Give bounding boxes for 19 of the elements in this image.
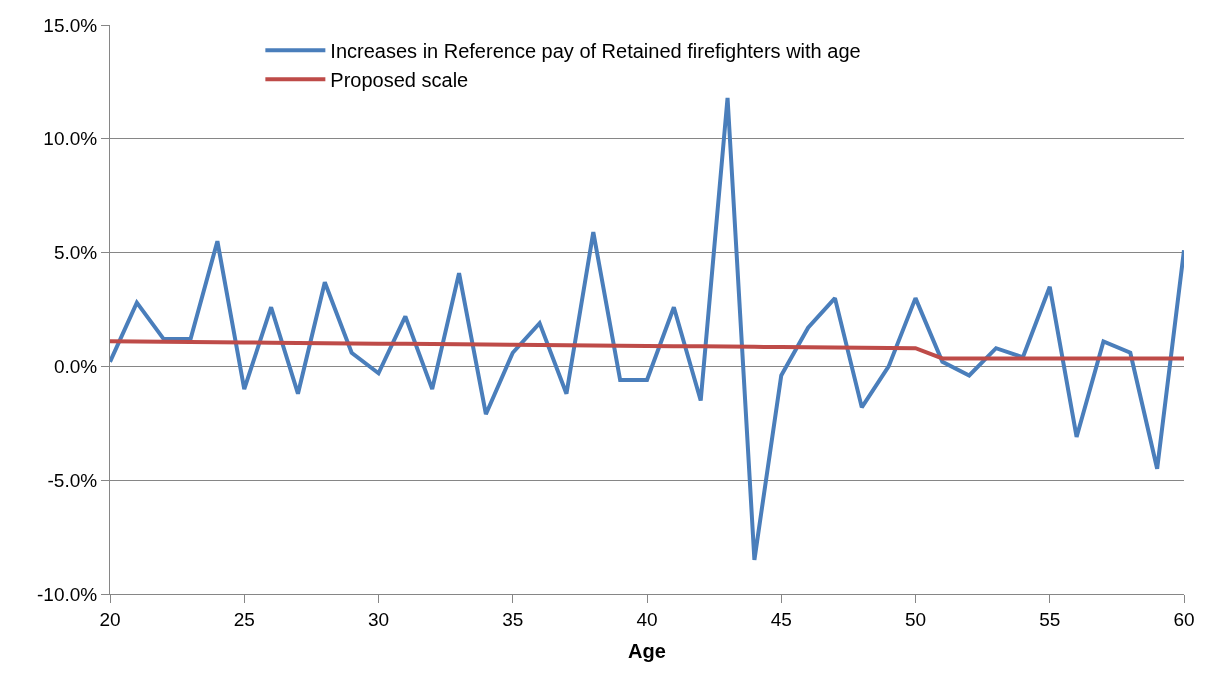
x-tick-label: 60 [1173,608,1195,630]
x-tick-label: 40 [636,608,658,630]
y-tick-label: 5.0% [53,242,98,264]
legend-label: Proposed scale [330,68,469,91]
legend-label: Increases in Reference pay of Retained firefighters with age [330,39,861,62]
x-tick-label: 20 [99,608,121,630]
x-tick-label: 45 [770,608,792,630]
y-tick-label: 10.0% [43,128,98,150]
x-tick-label: 25 [233,608,255,630]
line-series [110,339,1184,361]
y-tick-label: -5.0% [47,469,98,491]
y-tick-label: 0.0% [53,356,98,378]
x-axis-title: Age [628,640,666,663]
x-tick-label: 50 [904,608,927,630]
y-tick-label: 15.0% [43,14,98,36]
x-tick-label: 35 [502,608,524,630]
x-tick-label: 30 [367,608,390,630]
x-tick-label: 55 [1039,608,1061,630]
y-tick-label: -10.0% [37,583,98,605]
